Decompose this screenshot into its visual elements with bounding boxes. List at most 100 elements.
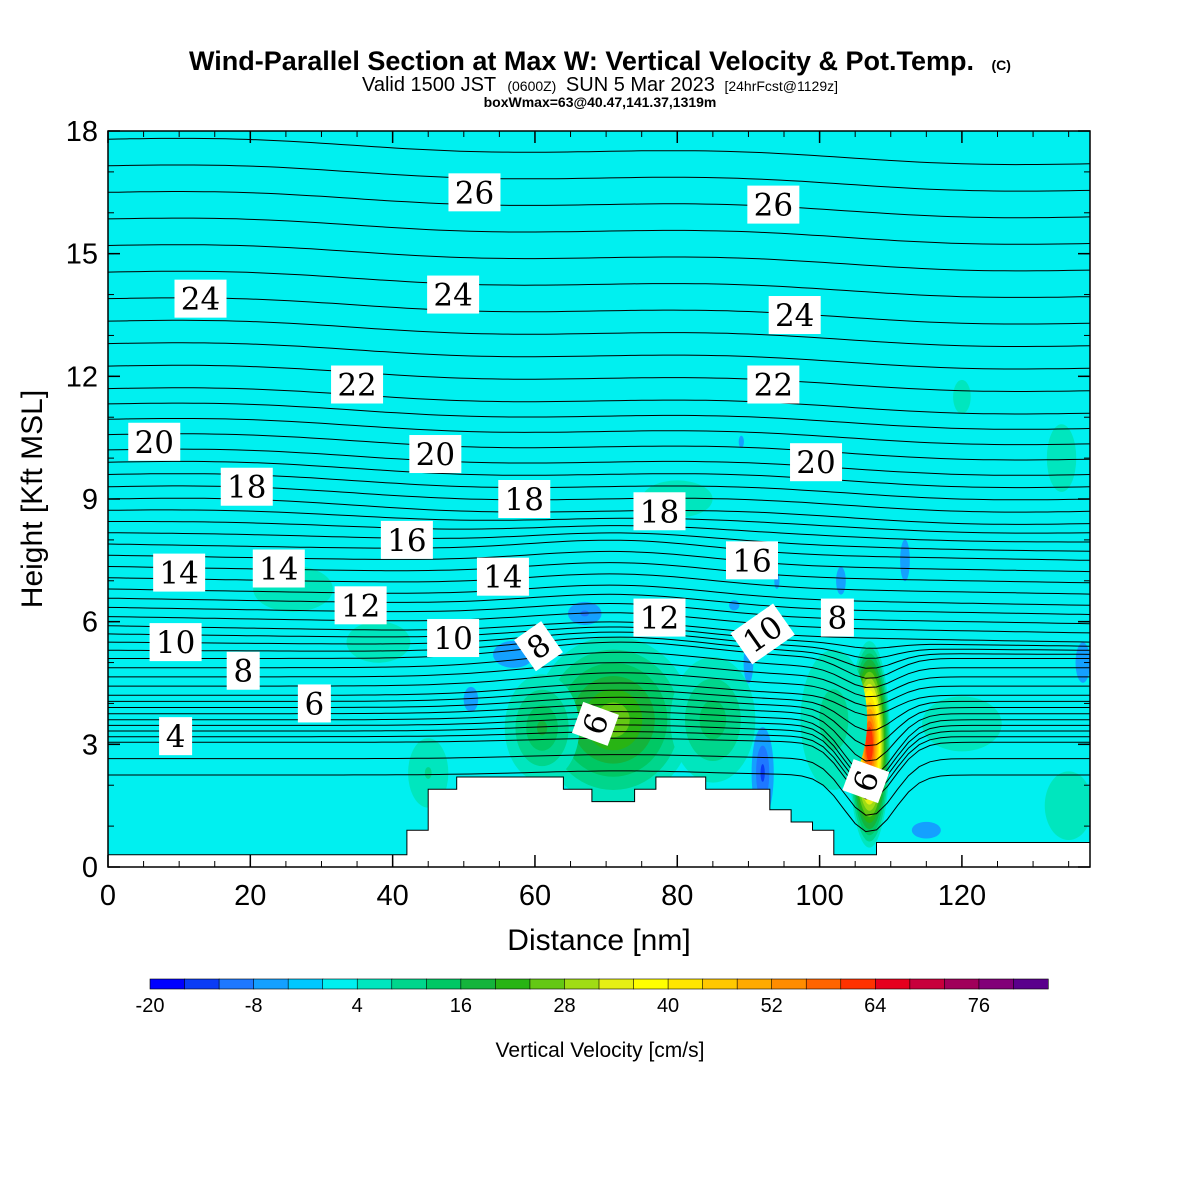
- velocity-contour: [536, 720, 548, 736]
- isentrope-label: 6: [571, 701, 619, 746]
- isentrope-label-box: [297, 684, 331, 723]
- colorbar-swatch: [322, 978, 358, 990]
- colorbar-swatch: [978, 978, 1015, 990]
- velocity-contour: [1044, 771, 1090, 841]
- isentrope-line: [108, 137, 1090, 166]
- x-tick-label: 20: [234, 880, 266, 912]
- velocity-cell: [463, 686, 479, 712]
- isentrope-label-box: [633, 492, 686, 531]
- velocity-contour: [836, 566, 846, 595]
- isentrope-line: [108, 387, 1090, 415]
- isentrope-line: [108, 433, 1090, 461]
- isentrope-line: [108, 602, 1090, 625]
- isentrope-line: [108, 319, 1090, 347]
- isentrope-line: [108, 651, 1090, 689]
- velocity-contour: [728, 600, 740, 611]
- isentrope-label-text: 8: [828, 601, 848, 637]
- isentrope-label-box: [427, 619, 480, 658]
- velocity-cell: [346, 621, 411, 663]
- colorbar-swatch: [771, 978, 807, 990]
- isentrope-line: [108, 682, 1090, 716]
- colorbar-swatch: [1013, 978, 1049, 990]
- y-tick-label: 9: [82, 484, 98, 516]
- colorbar-swatch: [184, 978, 220, 990]
- isentrope-line: [108, 460, 1090, 489]
- isentrope-label-text: 18: [640, 494, 679, 530]
- isentrope-label: 12: [633, 598, 686, 637]
- isentrope-label-box: [226, 651, 260, 690]
- velocity-contour: [900, 539, 910, 582]
- isentrope-label-box: [159, 717, 193, 756]
- y-tick-label: 15: [66, 239, 98, 271]
- isentrope-line: [108, 641, 1090, 679]
- chart-title: Wind-Parallel Section at Max W: Vertical…: [189, 46, 1011, 76]
- colorbar-swatch: [495, 978, 531, 990]
- velocity-cell: [911, 821, 941, 839]
- isentrope-label-box: [220, 467, 273, 506]
- isentrope-line: [108, 191, 1090, 219]
- colorbar-tick-label: -8: [245, 995, 263, 1017]
- isentrope-line: [108, 521, 1090, 543]
- y-tick-label: 12: [66, 361, 98, 393]
- isentrope-label-box: [633, 598, 686, 637]
- plot-area: 26 26 24 24 24 22 22 20 20 20 18 18 18 16 16 14 14 14 12 12…: [108, 131, 1090, 867]
- isentrope-label-text: 18: [227, 470, 266, 506]
- isentrope-label-text: 14: [159, 556, 198, 592]
- x-tick-label: 100: [795, 880, 843, 912]
- isentrope-line: [108, 364, 1090, 392]
- isentrope-label: 24: [174, 279, 227, 318]
- isentrope-label-text: 8: [233, 654, 253, 690]
- isentrope-label-text: 16: [387, 523, 426, 559]
- colorbar-swatch: [253, 978, 289, 990]
- velocity-cell: [1046, 424, 1077, 492]
- isentrope-label-box: [820, 598, 854, 637]
- colorbar-tick-label: 52: [761, 995, 783, 1017]
- colorbar-swatch: [598, 978, 635, 990]
- isentrope-label-text: 24: [775, 298, 814, 334]
- colorbar-swatch: [944, 978, 980, 990]
- isentrope-label-box: [174, 279, 227, 318]
- y-axis-label: Height [Kft MSL]: [16, 390, 49, 608]
- isentrope-label: 18: [220, 467, 273, 506]
- velocity-cell: [900, 539, 910, 582]
- axes: 0 20 40 60 80 100 120 0 3 6 9 12 15 18: [66, 116, 1090, 912]
- isentrope-label-box: [380, 520, 433, 559]
- isentrope-line: [108, 532, 1090, 552]
- isentrope-label-box: [498, 480, 551, 518]
- isentrope-label: 6: [297, 684, 331, 723]
- valid-utc: (0600Z): [507, 78, 556, 94]
- velocity-contour: [463, 686, 479, 712]
- valid-time-line: Valid 1500 JST (0600Z) SUN 5 Mar 2023 [2…: [362, 74, 838, 96]
- isentrope-label: 24: [768, 296, 821, 334]
- isentrope-label: 4: [159, 717, 193, 756]
- isentrope-label-box: [252, 549, 305, 588]
- velocity-contour: [424, 767, 432, 779]
- isentrope-label-box: [149, 623, 202, 662]
- isentrope-label: 14: [476, 557, 529, 596]
- isentrope-line: [108, 770, 1090, 833]
- velocity-cell: [953, 379, 971, 414]
- isentrope-label-box: [768, 296, 821, 334]
- isentrope-line: [108, 164, 1090, 192]
- colorbar-tick-label: 76: [968, 995, 990, 1017]
- isentrope-label-box: [153, 553, 206, 592]
- colorbar-tick-label: 4: [352, 995, 363, 1017]
- isentrope-line: [108, 297, 1090, 325]
- colorbar-swatch: [287, 978, 324, 990]
- isentrope-line: [108, 612, 1090, 634]
- isentrope-label-box: [514, 621, 563, 672]
- velocity-cell: [800, 649, 868, 790]
- isentrope-label-layer: 26 26 24 24 24 22 22 20 20 20 18 18 18 16 16 14 14 14 12 12…: [128, 173, 890, 804]
- isentrope-label-text: 4: [166, 719, 186, 755]
- valid-time: Valid 1500 JST: [362, 74, 496, 96]
- velocity-contour: [819, 689, 849, 751]
- colorbar-swatch: [218, 978, 255, 990]
- colorbar-swatch: [840, 978, 876, 990]
- isentrope-label-text: 10: [156, 625, 195, 661]
- x-tick-label: 120: [938, 880, 986, 912]
- colorbar: -20 -8 4 16 28 40 52 64 76: [136, 978, 1049, 1017]
- valid-date: SUN 5 Mar 2023: [566, 74, 715, 96]
- isentrope-label-text: 26: [754, 188, 793, 224]
- isentrope-label: 14: [153, 553, 206, 592]
- isentrope-label-box: [790, 443, 843, 482]
